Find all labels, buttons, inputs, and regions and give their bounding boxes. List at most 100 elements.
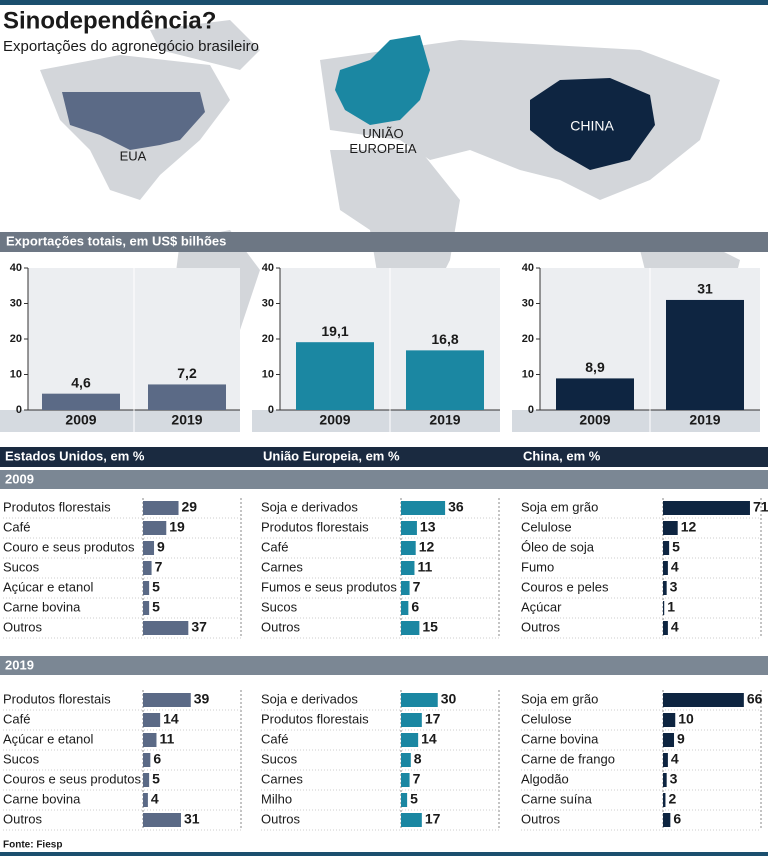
category-label: Produtos florestais — [3, 499, 111, 514]
bar — [663, 813, 671, 827]
category-label: Óleo de soja — [521, 539, 595, 554]
category-label: Soja e derivados — [261, 691, 358, 706]
bar — [143, 733, 157, 747]
bar — [663, 521, 678, 535]
value-label: 8 — [414, 751, 422, 767]
bar — [143, 793, 148, 807]
value-label: 36 — [448, 499, 464, 515]
share-header: Estados Unidos, em % — [5, 448, 145, 463]
bar — [401, 561, 415, 575]
value-label: 14 — [163, 711, 179, 727]
value-label: 71 — [753, 499, 768, 515]
usa-shape — [62, 92, 205, 150]
value-label: 11 — [417, 559, 432, 575]
share-header: China, em % — [523, 448, 601, 463]
bar — [143, 601, 150, 615]
x-tick-label: 2019 — [689, 412, 720, 428]
bar — [401, 501, 446, 515]
value-label: 4 — [671, 619, 679, 635]
value-label: 4 — [671, 751, 679, 767]
bar — [663, 773, 667, 787]
bar — [663, 753, 668, 767]
category-label: Fumos e seus produtos — [261, 579, 397, 594]
category-strip — [0, 410, 240, 432]
bar — [401, 521, 417, 535]
category-label: Carne bovina — [521, 731, 599, 746]
value-label: 6 — [153, 751, 161, 767]
map-label: UNIÃO EUROPEIA — [349, 126, 417, 156]
value-label: 3 — [670, 579, 678, 595]
map-label: EUA — [120, 148, 147, 163]
category-label: Café — [3, 711, 30, 726]
value-label: 17 — [425, 711, 441, 727]
bar — [401, 581, 410, 595]
category-label: Café — [261, 539, 288, 554]
value-label: 15 — [422, 619, 438, 635]
bar — [663, 713, 676, 727]
category-label: Soja em grão — [521, 499, 598, 514]
value-label: 19 — [169, 519, 185, 535]
bar — [401, 793, 408, 807]
value-label: 11 — [159, 731, 174, 747]
category-label: Produtos florestais — [261, 519, 369, 534]
y-tick-label: 10 — [522, 368, 534, 380]
x-tick-label: 2019 — [429, 412, 460, 428]
bar — [663, 541, 670, 555]
category-label: Outros — [521, 619, 561, 634]
bar — [406, 350, 484, 410]
category-label: Café — [3, 519, 30, 534]
bar — [143, 813, 181, 827]
bar — [401, 733, 419, 747]
value-label: 7,2 — [177, 365, 197, 381]
bar — [556, 378, 634, 410]
bar — [143, 773, 150, 787]
value-label: 5 — [410, 791, 418, 807]
share-header: União Europeia, em % — [263, 448, 400, 463]
bar — [296, 342, 374, 410]
value-label: 6 — [673, 811, 681, 827]
year-bar — [0, 656, 768, 675]
bar — [401, 601, 409, 615]
bar — [143, 713, 161, 727]
value-label: 5 — [152, 599, 160, 615]
share-header-bar — [0, 447, 768, 467]
category-label: Produtos florestais — [261, 711, 369, 726]
category-label: Fumo — [521, 559, 554, 574]
value-label: 4 — [671, 559, 679, 575]
y-tick-label: 30 — [262, 297, 274, 309]
value-label: 3 — [670, 771, 678, 787]
value-label: 7 — [413, 771, 421, 787]
year-header: 2009 — [5, 471, 34, 486]
y-tick-label: 20 — [522, 333, 534, 345]
subtitle: Exportações do agronegócio brasileiro — [3, 38, 259, 55]
value-label: 12 — [419, 539, 435, 555]
value-label: 4,6 — [71, 374, 91, 390]
category-label: Açúcar — [521, 599, 562, 614]
bar — [401, 813, 422, 827]
category-label: Soja em grão — [521, 691, 598, 706]
x-tick-label: 2019 — [171, 412, 202, 428]
value-label: 16,8 — [431, 331, 458, 347]
value-label: 29 — [182, 499, 198, 515]
bar — [401, 713, 422, 727]
value-label: 13 — [420, 519, 436, 535]
bar — [663, 621, 668, 635]
category-label: Carnes — [261, 559, 303, 574]
value-label: 7 — [413, 579, 421, 595]
x-tick-label: 2009 — [319, 412, 350, 428]
value-label: 31 — [184, 811, 200, 827]
bar — [401, 621, 420, 635]
category-label: Celulose — [521, 519, 572, 534]
category-label: Outros — [521, 811, 561, 826]
bar — [42, 393, 120, 410]
category-label: Sucos — [261, 751, 298, 766]
category-label: Produtos florestais — [3, 691, 111, 706]
category-label: Outros — [261, 619, 301, 634]
value-label: 5 — [152, 771, 160, 787]
bottom-rule — [0, 852, 768, 856]
category-strip — [252, 410, 500, 432]
bar — [143, 693, 191, 707]
category-label: Couros e peles — [521, 579, 609, 594]
category-label: Algodão — [521, 771, 569, 786]
